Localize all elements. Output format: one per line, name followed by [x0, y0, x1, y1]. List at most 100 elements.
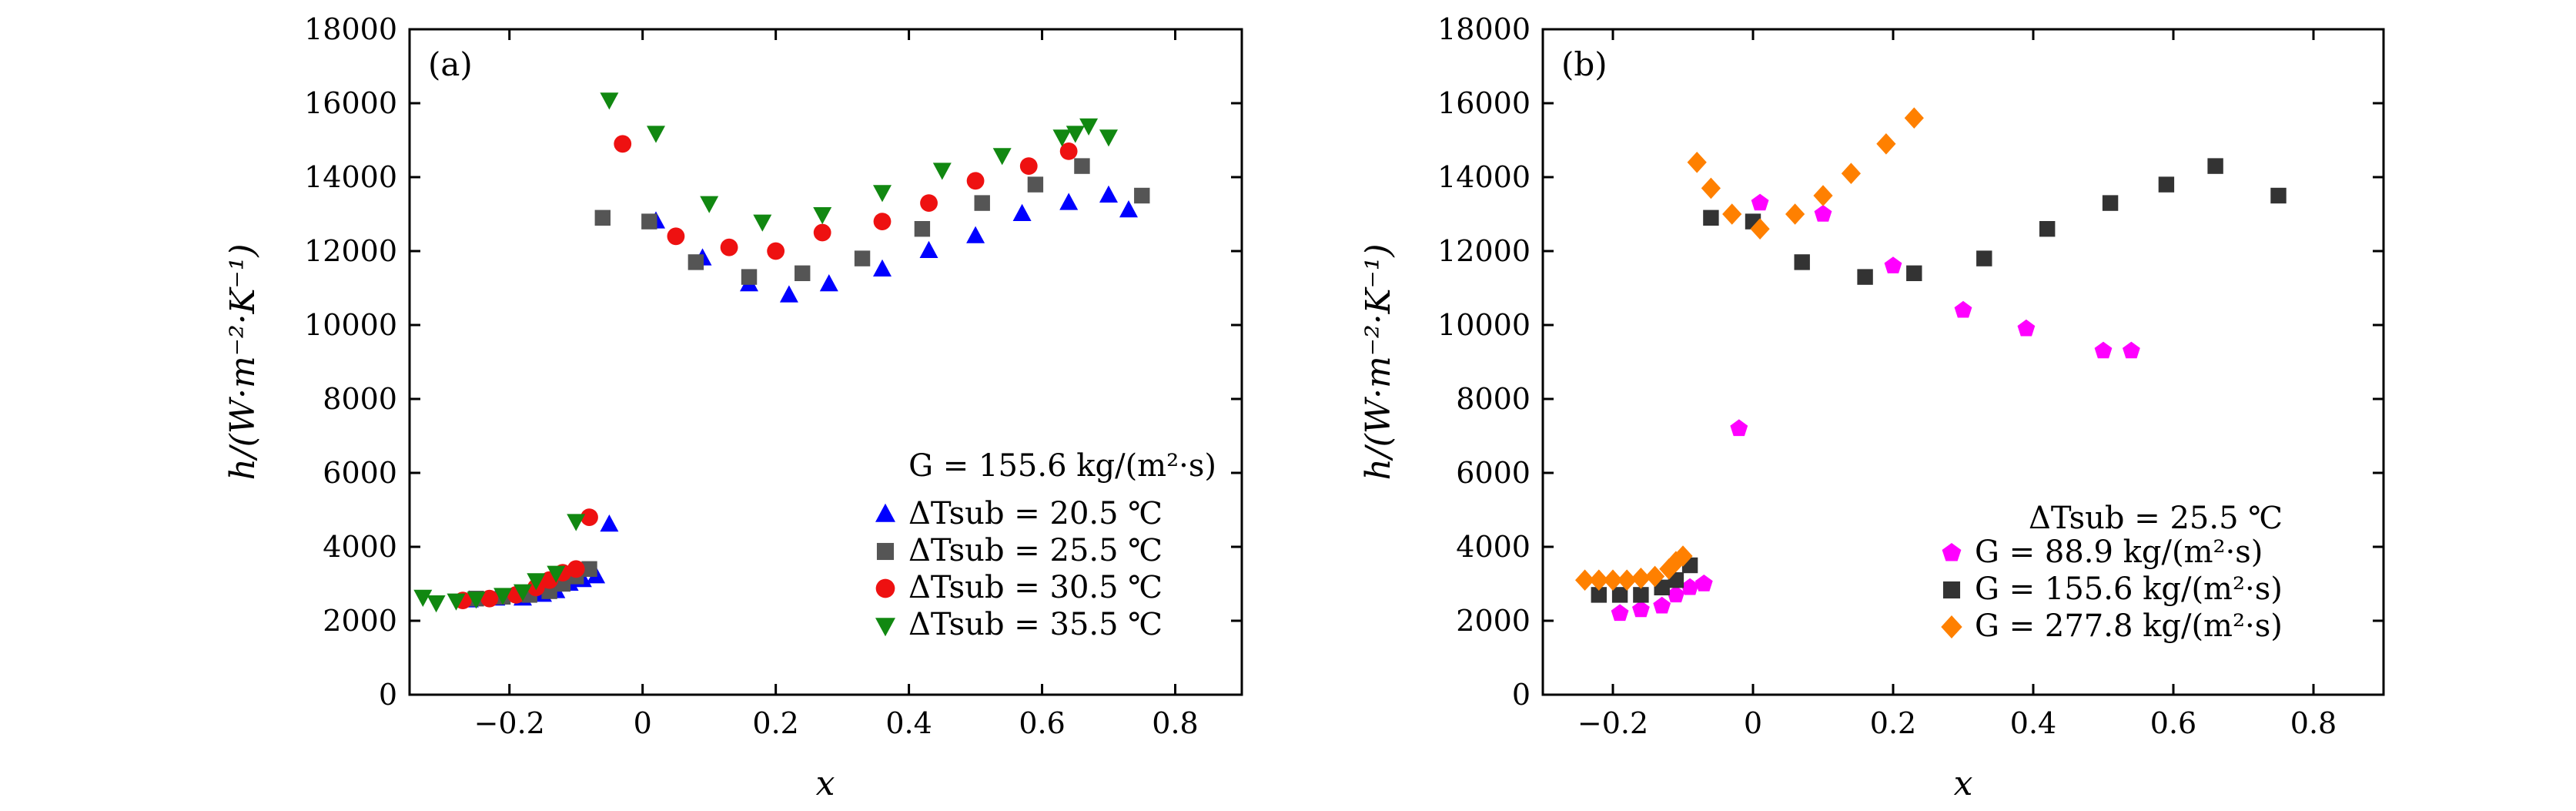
- x-tick-labels: −0.2 0 0.2 0.4 0.6 0.8: [1577, 706, 2337, 740]
- x-tick-label: 0.8: [2290, 706, 2337, 740]
- data-point: [1785, 203, 1805, 225]
- data-point: [1134, 187, 1150, 204]
- y-tick-label: 4000: [323, 530, 397, 564]
- data-point: [1589, 569, 1609, 591]
- data-point: [1667, 585, 1685, 603]
- legend: G = 155.6 kg/(m²·s) ΔTsub = 20.5 ℃ΔTsub …: [875, 448, 1216, 642]
- legend-label: ΔTsub = 30.5 ℃: [908, 570, 1163, 605]
- data-point: [1059, 142, 1078, 160]
- y-tick-label: 2000: [323, 604, 397, 638]
- legend-marker: [875, 578, 895, 598]
- data-point: [580, 508, 598, 526]
- data-markers: [413, 92, 1150, 613]
- x-tick-label: 0.8: [1152, 706, 1198, 740]
- data-point: [1694, 575, 1713, 591]
- data-point: [1099, 129, 1118, 147]
- data-point: [813, 223, 831, 242]
- y-tick-label: 10000: [304, 308, 397, 342]
- data-point: [600, 514, 619, 532]
- legend-marker: [876, 542, 895, 561]
- y-tick-label: 10000: [1437, 308, 1531, 342]
- plot-frame: [408, 28, 1243, 696]
- data-point: [1794, 254, 1810, 270]
- data-point: [914, 221, 931, 237]
- data-point: [1052, 129, 1072, 147]
- data-point: [1633, 587, 1649, 603]
- data-point: [480, 589, 499, 608]
- data-point: [427, 595, 446, 613]
- y-tick-label: 18000: [304, 12, 397, 46]
- data-point: [2270, 187, 2287, 204]
- data-point: [1857, 269, 1873, 285]
- legend-label: ΔTsub = 20.5 ℃: [908, 496, 1163, 531]
- legend-marker: [875, 618, 895, 637]
- data-point: [854, 250, 871, 266]
- data-point: [641, 213, 657, 230]
- data-point: [767, 242, 785, 260]
- data-point: [779, 285, 798, 303]
- ticks: [410, 28, 1242, 696]
- y-tick-label: 14000: [304, 160, 397, 194]
- legend-marker: [1941, 615, 1962, 638]
- legend-label: G = 88.9 kg/(m²·s): [1975, 535, 2263, 570]
- data-point: [600, 92, 619, 110]
- data-point: [1687, 152, 1707, 173]
- data-point: [873, 259, 892, 276]
- data-point: [567, 560, 585, 578]
- data-point: [1653, 596, 1671, 614]
- x-tick-label: −0.2: [1577, 706, 1648, 740]
- data-point: [2158, 176, 2175, 193]
- data-point: [1813, 185, 1833, 206]
- data-point: [1099, 185, 1118, 203]
- data-point: [1954, 300, 1972, 318]
- data-point: [753, 214, 772, 232]
- plot-frame: [1541, 28, 2385, 696]
- y-tick-label: 2000: [1456, 604, 1531, 638]
- data-point: [966, 172, 985, 190]
- y-tick-labels: 0 2000 4000 6000 8000 10000 12000 14000 16000 180…: [1437, 12, 1531, 712]
- y-tick-label: 8000: [1456, 382, 1531, 416]
- data-point: [547, 565, 566, 583]
- x-tick-label: −0.2: [474, 706, 545, 740]
- data-point: [467, 591, 486, 609]
- legend-title: G = 155.6 kg/(m²·s): [908, 448, 1216, 484]
- y-tick-label: 12000: [1437, 234, 1531, 268]
- data-point: [700, 196, 719, 213]
- data-point: [920, 194, 938, 212]
- data-point: [819, 274, 838, 292]
- x-tick-label: 0.6: [1019, 706, 1065, 740]
- y-tick-label: 12000: [304, 234, 397, 268]
- data-point: [1681, 578, 1699, 595]
- x-tick-label: 0.4: [2010, 706, 2056, 740]
- data-point: [1074, 158, 1090, 174]
- data-point: [1701, 177, 1721, 199]
- y-tick-label: 6000: [323, 456, 397, 490]
- x-axis-label: x: [1954, 764, 1973, 803]
- data-point: [1611, 604, 1629, 622]
- data-point: [567, 514, 586, 531]
- y-tick-label: 16000: [304, 86, 397, 120]
- data-point: [1673, 545, 1693, 567]
- data-point: [1814, 205, 1832, 222]
- data-point: [1645, 565, 1665, 588]
- data-point: [1751, 193, 1769, 211]
- data-point: [1603, 569, 1623, 591]
- data-point: [1059, 193, 1079, 210]
- data-point: [527, 573, 546, 591]
- y-tick-label: 0: [379, 678, 397, 712]
- data-point: [1906, 265, 1922, 281]
- data-point: [1611, 587, 1628, 603]
- data-point: [1876, 133, 1896, 155]
- data-point: [2123, 341, 2140, 359]
- data-markers: [1575, 107, 2287, 622]
- legend-entries: G = 88.9 kg/(m²·s)G = 155.6 kg/(m²·s)G =…: [1941, 535, 2283, 644]
- y-tick-label: 6000: [1456, 456, 1531, 490]
- y-tick-label: 14000: [1437, 160, 1531, 194]
- data-point: [1019, 157, 1038, 176]
- legend-marker: [1942, 543, 1962, 561]
- data-point: [594, 209, 611, 226]
- x-tick-label: 0.2: [752, 706, 798, 740]
- panel-label: (a): [428, 45, 473, 83]
- data-point: [1119, 200, 1138, 218]
